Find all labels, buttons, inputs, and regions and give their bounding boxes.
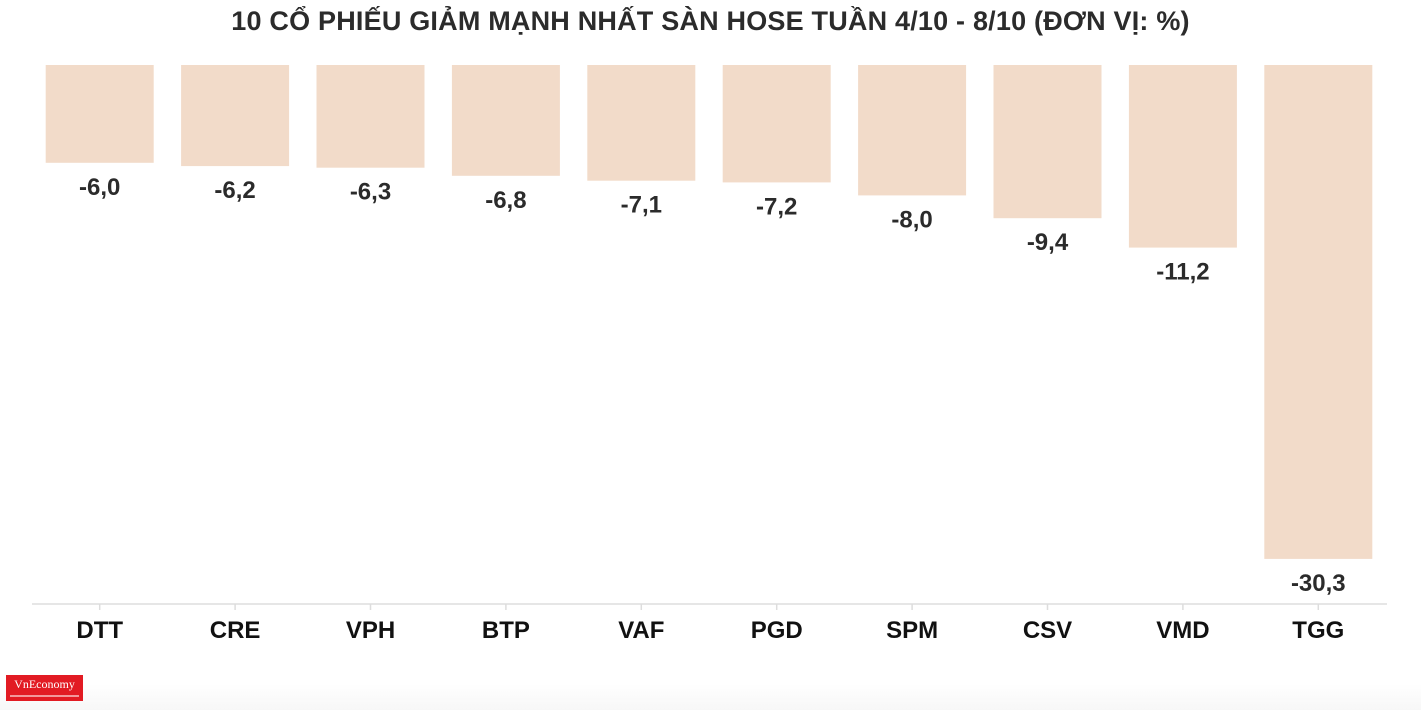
value-label-cre: -6,2 xyxy=(214,177,255,204)
logo-text: VnEconomy xyxy=(14,677,75,691)
bars-group xyxy=(45,65,1373,559)
category-label-vph: VPH xyxy=(346,617,395,644)
bar-vph xyxy=(316,65,425,168)
bar-vmd xyxy=(1128,65,1237,248)
bar-csv xyxy=(993,65,1102,219)
bar-cre xyxy=(181,65,290,167)
bar-tgg xyxy=(1264,65,1373,559)
logo-underline xyxy=(10,695,79,697)
value-label-spm: -8,0 xyxy=(891,206,932,233)
category-label-vmd: VMD xyxy=(1156,617,1209,644)
vneconomy-logo: VnEconomy xyxy=(6,675,83,701)
bar-vaf xyxy=(587,65,696,181)
bar-dtt xyxy=(45,65,154,163)
category-label-vaf: VAF xyxy=(618,617,664,644)
value-label-vmd: -11,2 xyxy=(1156,259,1209,286)
bar-chart: -6,0 -6,2 -6,3 -6,8 -7,1 -7,2 -8,0 -9,4 -11,2 -30… xyxy=(32,65,1387,644)
value-label-tgg: -30,3 xyxy=(1291,570,1346,597)
category-ticks xyxy=(98,604,1320,610)
value-label-dtt: -6,0 xyxy=(79,174,120,201)
value-label-btp: -6,8 xyxy=(485,187,526,214)
category-label-csv: CSV xyxy=(1023,617,1072,644)
chart-title: 10 CỔ PHIẾU GIẢM MẠNH NHẤT SÀN HOSE TUẦN… xyxy=(231,6,1190,36)
category-label-cre: CRE xyxy=(210,617,261,644)
value-label-csv: -9,4 xyxy=(1027,229,1069,256)
value-label-vaf: -7,1 xyxy=(621,192,662,219)
bar-spm xyxy=(858,65,967,196)
bar-btp xyxy=(451,65,560,176)
category-label-spm: SPM xyxy=(886,617,938,644)
value-label-vph: -6,3 xyxy=(350,179,391,206)
category-label-btp: BTP xyxy=(482,617,530,644)
value-label-pgd: -7,2 xyxy=(756,193,797,220)
category-label-tgg: TGG xyxy=(1292,617,1344,644)
category-labels: DTT CRE VPH BTP VAF PGD SPM CSV VMD TGG xyxy=(76,617,1344,644)
category-label-pgd: PGD xyxy=(751,617,803,644)
bar-pgd xyxy=(722,65,831,183)
footer-band xyxy=(0,684,1421,710)
category-label-dtt: DTT xyxy=(76,617,123,644)
value-labels: -6,0 -6,2 -6,3 -6,8 -7,1 -7,2 -8,0 -9,4 -11,2 -30… xyxy=(79,174,1346,597)
